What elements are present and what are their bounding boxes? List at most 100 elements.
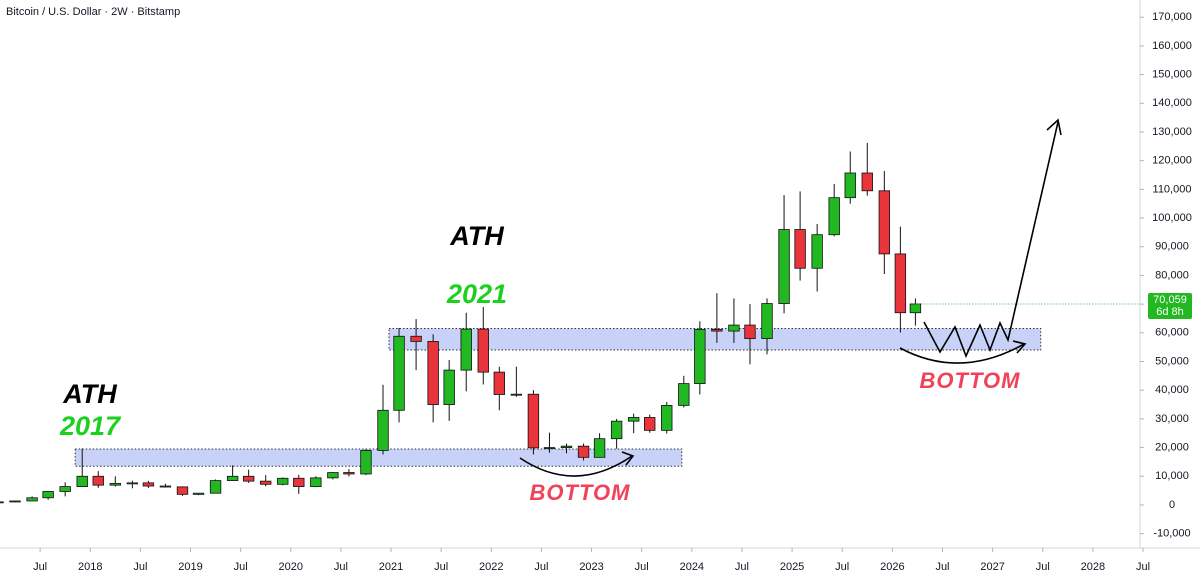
candle-body [828,197,840,236]
x-tick-label: 2018 [78,561,102,573]
x-tick-label: 2021 [379,561,403,573]
arrow-head [621,451,635,466]
candle-body [728,324,740,332]
x-tick-label: 2028 [1081,561,1105,573]
candle-body [778,229,790,304]
x-tick-label: 2026 [880,561,904,573]
candle-body [543,447,556,449]
candle-body [209,480,222,494]
y-tick-label: 130,000 [1152,126,1192,138]
annotation: BOTTOM [530,480,631,505]
x-tick-label: Jul [434,561,448,573]
last-price-tag [1148,292,1192,319]
x-tick-label: Jul [1136,561,1150,573]
x-tick-label: Jul [234,561,248,573]
zone [74,448,683,467]
x-tick-label: Jul [935,561,949,573]
candle-body [460,328,472,371]
arrow-head [1046,118,1062,136]
y-tick-label: 100,000 [1152,212,1192,224]
annotation: 2021 [446,279,507,309]
candle-body [176,486,189,495]
x-tick-label: Jul [735,561,749,573]
y-tick-label: 140,000 [1152,97,1192,109]
candle-body [694,328,706,384]
y-tick-label: 80,000 [1155,269,1189,281]
candle-body [560,445,573,448]
x-tick-label: 2024 [680,561,704,573]
candle-body [9,500,21,503]
y-tick-label: 30,000 [1155,413,1189,425]
candle-body [159,485,172,488]
annotation: 2017 [59,411,122,441]
candle-body [310,477,322,488]
candle-body [527,393,540,449]
candle-body [0,501,4,504]
y-tick-label: 20,000 [1155,441,1189,453]
y-tick-label: 110,000 [1153,183,1192,195]
x-tick-label: 2027 [980,561,1004,573]
x-tick-label: Jul [133,561,147,573]
candles [0,142,922,504]
candle-body [678,383,690,406]
zones [74,328,1042,467]
x-tick-label: 2019 [178,561,202,573]
x-tick-label: Jul [1036,561,1050,573]
candle-body [661,405,673,431]
drawings [519,118,1062,477]
candle-body [126,482,139,485]
projection [923,121,1059,359]
x-tick-label: 2022 [479,561,503,573]
candle-body [878,190,891,255]
y-tick-label: 170,000 [1152,11,1192,23]
countdown-label: 6d 8h [1156,306,1184,318]
y-tick-label: 90,000 [1155,241,1189,253]
y-tick-label: 50,000 [1155,355,1189,367]
x-tick-label: 2023 [579,561,603,573]
candle-body [861,172,873,192]
y-tick-label: 0 [1169,499,1175,511]
annotation: BOTTOM [920,368,1021,393]
candle-body [226,475,239,481]
candle-body [109,483,121,486]
candle-body [192,492,205,495]
candle-body [377,409,389,451]
arrow-head [1012,340,1027,354]
y-tick-label: 160,000 [1152,40,1192,52]
y-tick-label: 150,000 [1152,69,1192,81]
bottom-arc [899,343,1025,364]
candle-body [393,335,405,411]
x-tick-label: Jul [33,561,47,573]
candle-body [493,371,505,395]
x-tick-label: Jul [635,561,649,573]
y-tick-label: 40,000 [1155,384,1189,396]
candle-body [794,229,806,269]
candle-body [360,450,372,475]
x-tick-label: Jul [334,561,348,573]
x-tick-label: Jul [835,561,849,573]
candle-body [644,417,656,431]
y-tick-label: -10,000 [1153,528,1190,540]
candle-body [811,234,823,269]
candle-body [477,328,489,373]
candle-body [844,172,856,199]
candle-body [577,445,590,458]
candle-body [293,477,305,488]
candle-body [410,335,422,342]
y-tick-label: 10,000 [1155,470,1189,482]
candle-body [510,393,523,396]
candle-body [593,438,606,458]
last-price-label: 70,059 [1153,294,1187,306]
candle-body [627,417,640,422]
candle-body [76,475,88,488]
x-tick-label: Jul [534,561,548,573]
candle-body [327,472,339,479]
candle-body [744,324,756,339]
annotation: ATH [62,379,117,409]
candle-body [277,477,289,485]
y-tick-label: 120,000 [1152,155,1192,167]
annotation: ATH [449,221,504,251]
candle-body [761,303,773,339]
x-tick-label: 2020 [279,561,303,573]
